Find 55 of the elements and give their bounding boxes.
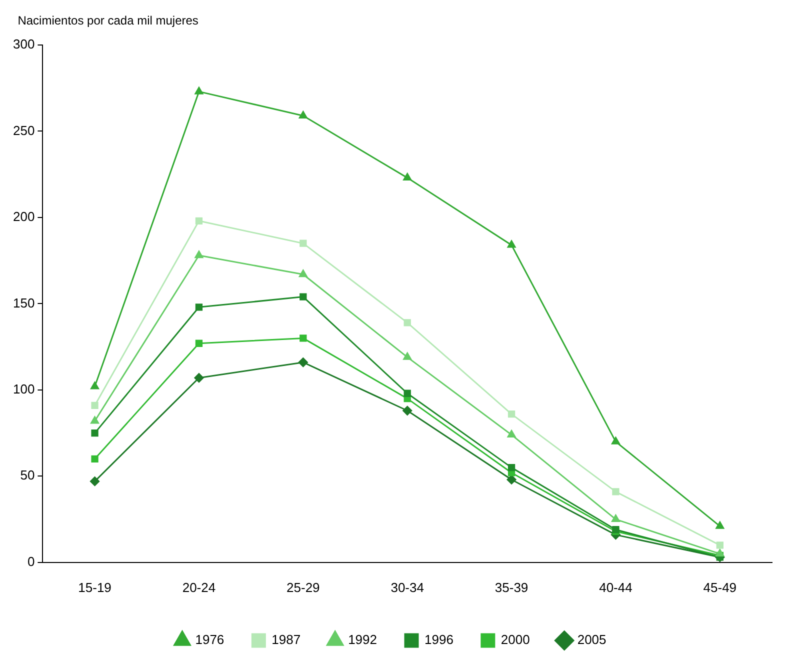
point bbox=[716, 549, 724, 557]
point bbox=[298, 358, 308, 368]
point bbox=[612, 514, 620, 522]
point bbox=[506, 474, 516, 484]
legend-label: 1996 bbox=[424, 632, 454, 648]
point bbox=[90, 416, 99, 424]
point bbox=[300, 334, 307, 342]
point bbox=[91, 455, 98, 462]
point bbox=[195, 217, 203, 224]
legend-label: 2005 bbox=[577, 632, 606, 648]
x-tick-label: 30-34 bbox=[390, 580, 424, 595]
x-tick-label: 25-29 bbox=[286, 580, 320, 595]
legend-label: 1987 bbox=[272, 632, 301, 648]
x-tick-label: 45-49 bbox=[703, 580, 737, 595]
legend-label: 2000 bbox=[500, 632, 530, 648]
point bbox=[298, 110, 308, 118]
y-tick-label: 50 bbox=[20, 468, 35, 483]
point bbox=[403, 173, 412, 181]
point bbox=[300, 240, 307, 247]
point bbox=[404, 319, 411, 326]
y-tick-label: 150 bbox=[12, 295, 35, 310]
point bbox=[195, 304, 203, 311]
point bbox=[194, 250, 204, 258]
x-tick-label: 40-44 bbox=[599, 580, 632, 595]
point bbox=[298, 270, 308, 278]
point bbox=[404, 390, 411, 397]
point bbox=[716, 521, 724, 529]
point bbox=[507, 240, 516, 248]
point bbox=[194, 86, 204, 94]
legend-label: 1992 bbox=[348, 632, 377, 648]
y-tick-label: 300 bbox=[12, 36, 35, 52]
legend-label: 1976 bbox=[195, 632, 224, 648]
y-axis-title: Nacimientos por cada mil mujeres bbox=[18, 13, 198, 28]
point bbox=[507, 430, 516, 438]
point bbox=[716, 542, 724, 549]
y-tick-label: 250 bbox=[12, 122, 35, 138]
point bbox=[90, 476, 100, 486]
point bbox=[508, 410, 516, 418]
x-tick-label: 15-19 bbox=[78, 580, 112, 595]
x-tick-label: 35-39 bbox=[494, 580, 528, 595]
point bbox=[612, 436, 620, 444]
point bbox=[91, 402, 98, 410]
point bbox=[300, 293, 307, 300]
point bbox=[90, 382, 99, 390]
y-tick-label: 200 bbox=[12, 209, 35, 224]
x-tick-label: 20-24 bbox=[182, 580, 216, 595]
y-tick-label: 0 bbox=[27, 554, 35, 569]
y-tick-label: 100 bbox=[12, 382, 35, 397]
point bbox=[612, 488, 620, 496]
point bbox=[402, 406, 412, 416]
point bbox=[195, 340, 203, 347]
point bbox=[403, 352, 412, 360]
point bbox=[508, 464, 516, 472]
point bbox=[194, 373, 204, 383]
point bbox=[91, 429, 98, 437]
